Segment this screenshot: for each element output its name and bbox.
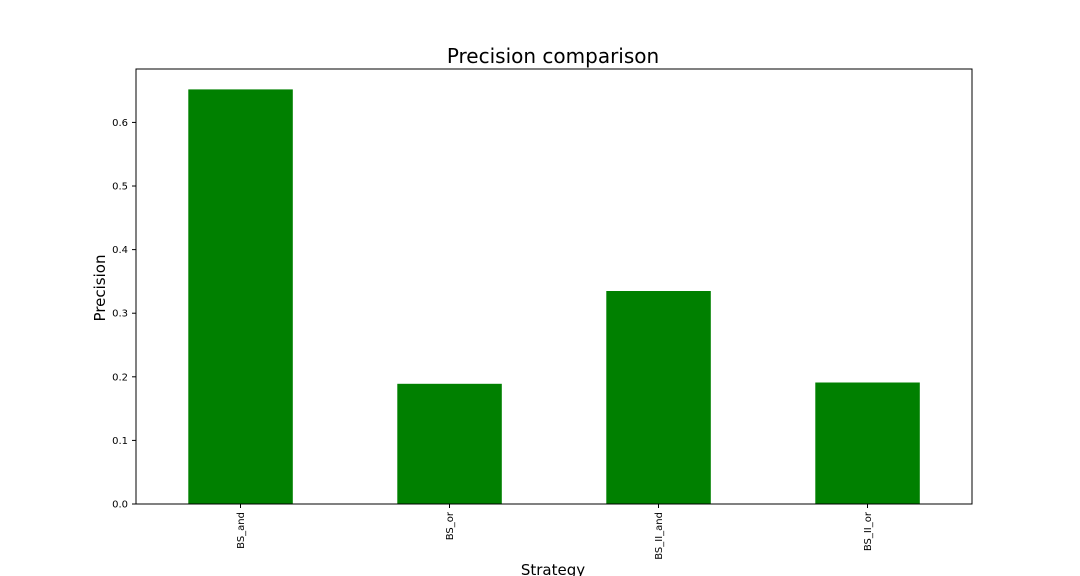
chart-title: Precision comparison [447, 44, 659, 68]
y-tick-label: 0.0 [112, 500, 128, 511]
bar-bs-or [397, 383, 502, 504]
y-tick-label: 0.2 [112, 372, 128, 383]
y-axis-label: Precision [91, 255, 109, 322]
bar-bs-ii-and [606, 291, 711, 504]
x-tick-label: BS_II_or [863, 511, 874, 551]
bars-layer [188, 89, 920, 505]
y-tick-label: 0.6 [112, 118, 128, 129]
y-tick-label: 0.3 [112, 309, 128, 320]
x-axis: BS_and BS_or BS_II_and BS_II_or [236, 504, 874, 560]
y-tick-label: 0.5 [112, 182, 128, 193]
x-tick-label: BS_and [236, 512, 247, 549]
x-axis-label: Strategy [521, 561, 585, 576]
bar-bs-ii-or [815, 382, 920, 504]
y-tick-label: 0.4 [112, 245, 128, 256]
bar-bs-and [188, 89, 293, 505]
x-tick-label: BS_II_and [654, 512, 665, 560]
y-axis: 0.0 0.1 0.2 0.3 0.4 0.5 0.6 [112, 118, 136, 511]
y-tick-label: 0.1 [112, 436, 128, 447]
plot-frame [135, 68, 973, 505]
x-tick-label: BS_or [445, 511, 456, 540]
